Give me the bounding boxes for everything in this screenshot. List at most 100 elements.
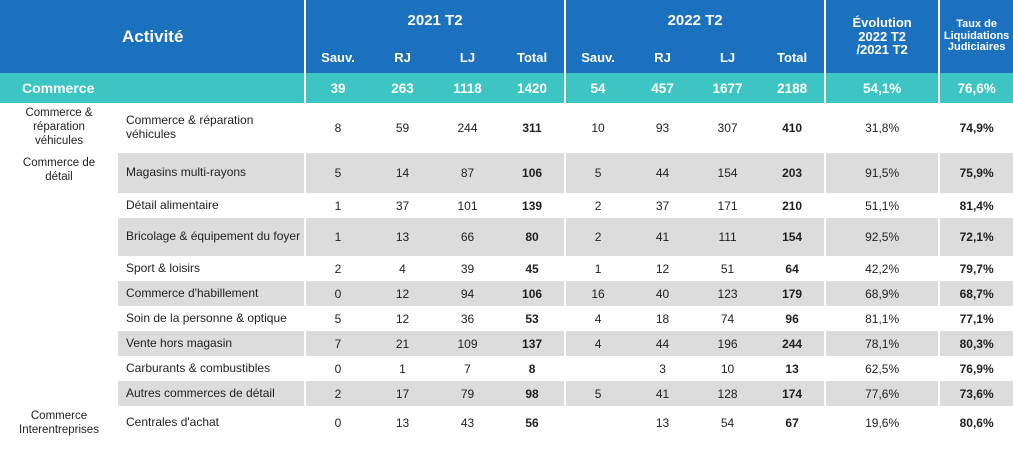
summary-cell: 76,6% [938,73,1013,103]
data-cell: 12 [370,281,436,306]
data-cell: 41 [630,381,696,406]
data-cell: 67 [785,416,799,430]
data-cell: 74 [720,311,735,326]
subcategory-label: Magasins multi-rayons [118,153,306,193]
category-label-line: Commerce & [25,107,93,119]
summary-label: Commerce [0,73,306,103]
data-cell: 51 [720,261,735,276]
table-row: Sport & loisirs 2 4 39 45 1 12 51 64 42,2% 79,7% [0,256,1013,281]
category-label-line: véhicules [35,134,83,147]
subcategory-label: Vente hors magasin [118,331,306,356]
data-cell: 79,7% [938,256,1013,281]
data-cell: 13 [370,218,436,256]
data-cell: 5 [564,153,631,193]
data-cell: 37 [395,198,410,213]
data-cell: 81,4% [938,193,1013,218]
summary-cell: 263 [370,73,436,103]
category-label-line: Interentreprises [19,423,99,436]
subcategory-label: Commerce & réparation véhicules [126,113,254,141]
evolution-line-2: 2022 T2 [858,28,906,44]
category-cell: Commerce de détail [0,153,118,406]
data-cell: 1 [304,193,371,218]
data-cell: 244 [457,121,478,135]
period-2021-header: 2021 T2 [304,0,566,41]
data-cell: 5 [304,153,371,193]
data-cell: 80,3% [938,331,1013,356]
data-cell: 210 [782,198,803,213]
category-label-line: Commerce [30,410,88,422]
data-cell: 45 [525,261,539,276]
data-cell: 0 [304,356,371,381]
data-cell: 92,5% [824,218,940,256]
data-cell: 64 [785,261,799,276]
data-cell: 96 [785,311,799,326]
data-cell: 5 [304,306,371,331]
data-cell: 44 [630,331,696,356]
data-cell: 244 [760,331,826,356]
data-cell: 94 [435,281,501,306]
summary-cell: 54,1% [824,73,940,103]
data-cell: 78,1% [824,331,940,356]
data-cell: 1 [304,218,371,256]
data-cell: 19,6% [824,406,940,440]
data-cell: 59 [395,121,410,135]
summary-cell: 457 [630,73,696,103]
data-cell: 51,1% [824,193,940,218]
data-cell: 13 [655,416,670,430]
summary-row: Commerce 39 263 1118 1420 54 457 1677 21… [0,73,1013,103]
data-cell: 307 [717,121,738,135]
data-cell: 62,5% [824,356,940,381]
data-cell: 17 [370,381,436,406]
data-cell: 66 [435,218,501,256]
evolution-line-1: Évolution [852,15,912,31]
data-cell: 41 [630,218,696,256]
data-cell: 79 [435,381,501,406]
data-cell: 10 [720,361,735,376]
data-cell: 73,6% [938,381,1013,406]
data-cell: 87 [435,153,501,193]
data-cell: 7 [304,331,371,356]
table-row: Commerce de détail Magasins multi-rayons 5 1… [0,153,1013,406]
data-cell: 56 [525,416,539,430]
data-cell: 39 [460,261,475,276]
summary-cell: 1420 [500,73,566,103]
data-cell: 196 [695,331,761,356]
data-cell: 16 [564,281,631,306]
data-cell: 21 [370,331,436,356]
summary-cell: 39 [304,73,371,103]
subcategory-label: Soin de la personne & optique [126,310,287,325]
data-cell: 68,7% [938,281,1013,306]
col-lj-2022: LJ [695,41,761,73]
evolution-line-3: /2021 T2 [856,42,908,58]
data-cell: 106 [500,153,566,193]
data-cell: 174 [760,381,826,406]
data-cell: 410 [782,121,803,135]
data-cell: 109 [435,331,501,356]
data-cell: 3 [659,361,666,376]
table-row: Soin de la personne & optique 5 12 36 53 4 18 7… [0,306,1013,331]
table-row: Commerce Interentreprises Centrales d'acha… [0,406,1013,440]
taux-line-2: Liquidations [943,29,1010,42]
data-cell: 40 [630,281,696,306]
col-sauv-2022: Sauv. [564,41,631,73]
data-cell: 2 [564,193,631,218]
data-cell: 2 [304,256,371,281]
table-row: Détail alimentaire 1 37 101 139 2 37 171 210 51,1… [0,193,1013,218]
summary-cell: 2188 [760,73,826,103]
col-total-2021: Total [500,41,566,73]
data-cell: 4 [564,306,631,331]
data-cell: 77,6% [824,381,940,406]
evolution-header: Évolution 2022 T2 /2021 T2 [824,0,940,73]
data-cell: 106 [500,281,566,306]
data-cell: 154 [695,153,761,193]
data-cell: 74,9% [938,103,1013,153]
category-label-line: Commerce de [22,157,96,169]
table-row: Autres commerces de détail 2 17 79 98 5 41 128 1… [0,381,1013,406]
data-cell: 179 [760,281,826,306]
data-cell: 2 [304,381,371,406]
data-cell: 53 [525,311,539,326]
data-cell [564,406,631,440]
data-cell: 2 [564,218,631,256]
subcategory-label: Commerce d'habillement [118,281,306,306]
data-cell: 10 [564,103,631,153]
